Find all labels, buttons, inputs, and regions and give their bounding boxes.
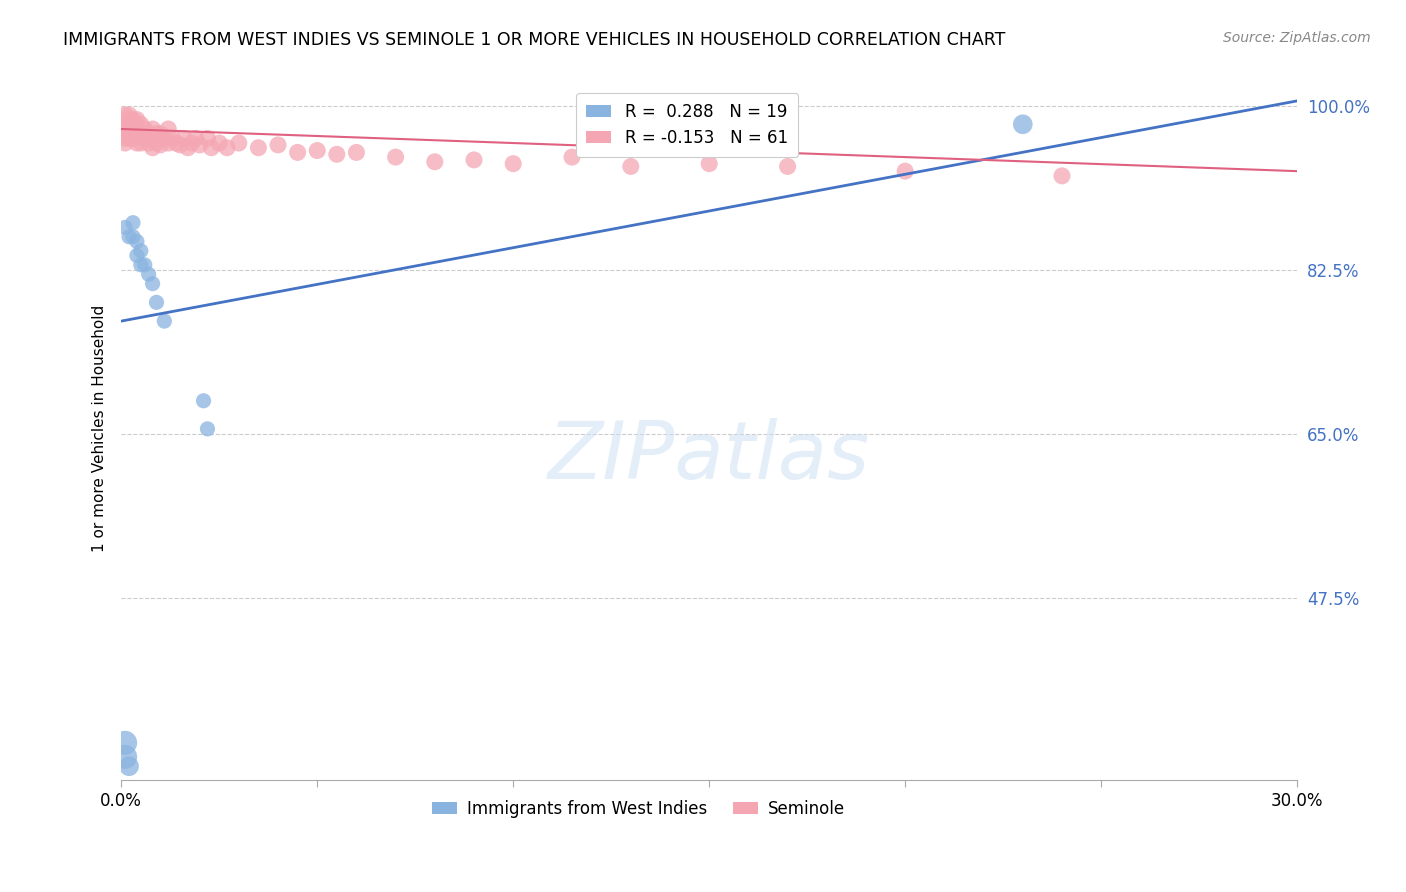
- Point: [129, 117, 152, 131]
- Point: [326, 147, 349, 161]
- Text: Source: ZipAtlas.com: Source: ZipAtlas.com: [1223, 31, 1371, 45]
- Point: [160, 131, 183, 145]
- Point: [173, 131, 195, 145]
- Point: [1011, 117, 1033, 131]
- Point: [142, 277, 165, 291]
- Point: [134, 122, 156, 136]
- Point: [125, 112, 148, 127]
- Point: [122, 229, 145, 244]
- Point: [307, 144, 329, 158]
- Point: [134, 131, 156, 145]
- Point: [157, 122, 180, 136]
- Point: [165, 136, 187, 150]
- Legend: Immigrants from West Indies, Seminole: Immigrants from West Indies, Seminole: [426, 793, 852, 825]
- Text: IMMIGRANTS FROM WEST INDIES VS SEMINOLE 1 OR MORE VEHICLES IN HOUSEHOLD CORRELAT: IMMIGRANTS FROM WEST INDIES VS SEMINOLE …: [63, 31, 1005, 49]
- Point: [384, 150, 406, 164]
- Point: [287, 145, 309, 160]
- Point: [193, 393, 215, 408]
- Point: [114, 117, 136, 131]
- Point: [145, 127, 167, 141]
- Point: [138, 267, 160, 281]
- Point: [114, 220, 136, 235]
- Point: [344, 145, 367, 160]
- Y-axis label: 1 or more Vehicles in Household: 1 or more Vehicles in Household: [93, 305, 107, 552]
- Point: [561, 150, 583, 164]
- Point: [122, 112, 145, 127]
- Point: [423, 154, 446, 169]
- Point: [177, 141, 200, 155]
- Point: [142, 122, 165, 136]
- Point: [180, 136, 202, 150]
- Point: [125, 235, 148, 249]
- Point: [169, 137, 191, 152]
- Point: [153, 314, 176, 328]
- Point: [502, 156, 524, 170]
- Point: [197, 131, 219, 145]
- Point: [247, 141, 270, 155]
- Point: [125, 136, 148, 150]
- Point: [125, 122, 148, 136]
- Point: [122, 131, 145, 145]
- Point: [114, 122, 136, 136]
- Point: [776, 160, 799, 174]
- Point: [215, 141, 238, 155]
- Point: [118, 759, 141, 773]
- Point: [125, 248, 148, 262]
- Point: [697, 156, 720, 170]
- Point: [138, 127, 160, 141]
- Point: [114, 750, 136, 764]
- Point: [129, 136, 152, 150]
- Point: [149, 137, 172, 152]
- Point: [894, 164, 917, 178]
- Point: [157, 136, 180, 150]
- Point: [129, 258, 152, 272]
- Point: [134, 258, 156, 272]
- Point: [149, 127, 172, 141]
- Point: [114, 131, 136, 145]
- Point: [118, 122, 141, 136]
- Point: [138, 136, 160, 150]
- Point: [463, 153, 485, 167]
- Point: [153, 131, 176, 145]
- Point: [122, 216, 145, 230]
- Point: [129, 127, 152, 141]
- Point: [145, 136, 167, 150]
- Point: [1050, 169, 1073, 183]
- Point: [129, 244, 152, 258]
- Point: [184, 131, 207, 145]
- Point: [118, 229, 141, 244]
- Point: [118, 108, 141, 122]
- Point: [142, 141, 165, 155]
- Point: [197, 422, 219, 436]
- Point: [145, 295, 167, 310]
- Point: [200, 141, 222, 155]
- Point: [118, 131, 141, 145]
- Point: [267, 137, 290, 152]
- Point: [620, 160, 643, 174]
- Point: [114, 136, 136, 150]
- Point: [114, 108, 136, 122]
- Point: [228, 136, 250, 150]
- Point: [208, 136, 231, 150]
- Point: [122, 122, 145, 136]
- Point: [188, 137, 211, 152]
- Point: [142, 131, 165, 145]
- Text: ZIPatlas: ZIPatlas: [548, 418, 870, 496]
- Point: [118, 112, 141, 127]
- Point: [114, 736, 136, 750]
